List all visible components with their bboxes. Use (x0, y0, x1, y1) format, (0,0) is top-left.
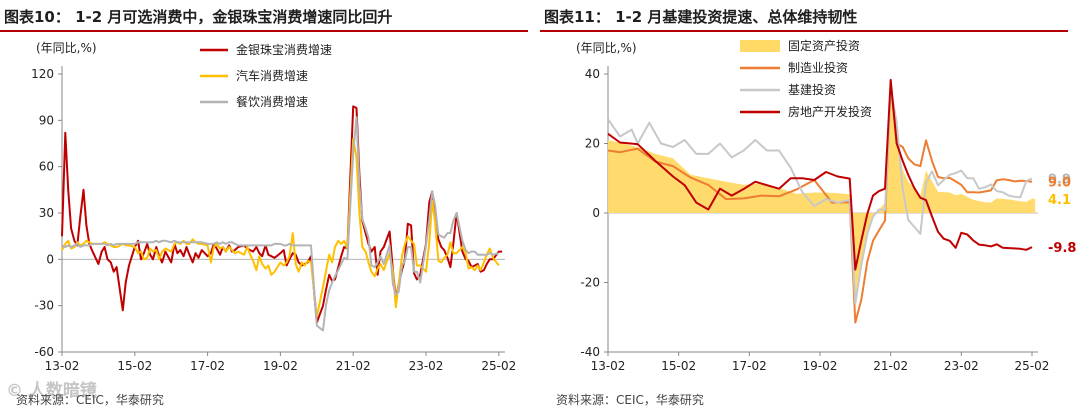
x-tick-label: 15-02 (661, 359, 696, 373)
chart-title-left: 图表10： 1-2 月可选消费中，金银珠宝消费增速同比回升 (4, 8, 393, 26)
legend-label: 汽车消费增速 (236, 68, 308, 83)
chart-title-right: 图表11： 1-2 月基建投资提速、总体维持韧性 (544, 8, 858, 26)
x-tick-label: 13-02 (591, 359, 626, 373)
y-tick-label: 40 (585, 67, 600, 81)
legend-label: 固定资产投资 (788, 38, 860, 53)
y-axis-label: (年同比,%) (36, 41, 97, 55)
series-line-1 (61, 137, 500, 318)
panel-consumption: 图表10： 1-2 月可选消费中，金银珠宝消费增速同比回升 (年同比,%) -60… (0, 8, 528, 407)
y-tick-label: 60 (39, 160, 54, 174)
x-tick-label: 21-02 (336, 359, 371, 373)
legend-label: 房地产开发投资 (788, 104, 872, 119)
end-value-label: 4.1 (1048, 193, 1071, 208)
source-note-right: 资料来源：CEIC，华泰研究 (556, 393, 704, 407)
end-value-label: 9.0 (1048, 176, 1071, 191)
panel-investment: 图表11： 1-2 月基建投资提速、总体维持韧性 (年同比,%) -40 -20 0 2… (540, 0, 1080, 412)
x-tick-label: 25-02 (1015, 359, 1050, 373)
x-tick-label: 25-02 (481, 359, 516, 373)
series-line-2 (61, 116, 500, 332)
x-tick-label: 13-02 (45, 359, 80, 373)
x-tick-label: 17-02 (190, 359, 225, 373)
consumption-chart: (年同比,%) -60 -30 0 30 60 90 120 13-02 15-02 17-02 19… (31, 41, 516, 373)
series-line-3 (607, 78, 1033, 271)
end-value-label: -9.8 (1048, 241, 1076, 256)
y-axis-label: (年同比,%) (576, 41, 637, 55)
legend-label: 餐饮消费增速 (236, 94, 308, 109)
investment-chart: (年同比,%) -40 -20 0 20 40 13-02 15-02 17-02 19-02 21… (576, 38, 1076, 373)
y-tick-label: 20 (585, 137, 600, 151)
y-tick-label: 120 (31, 67, 54, 81)
legend-label: 制造业投资 (788, 60, 848, 75)
y-tick-label: -20 (580, 276, 600, 290)
legend-label: 金银珠宝消费增速 (236, 42, 332, 57)
legend-swatch (740, 40, 780, 52)
y-tick-label: 0 (46, 252, 54, 266)
x-tick-label: 19-02 (263, 359, 298, 373)
title-rule-left (0, 30, 528, 32)
watermark-logo: © 人数暗镜 (6, 381, 97, 401)
x-tick-label: 19-02 (803, 359, 838, 373)
series-line-2 (607, 86, 1033, 305)
x-tick-label: 15-02 (117, 359, 152, 373)
y-tick-label: 90 (39, 113, 54, 127)
series-area-0 (608, 91, 1036, 299)
y-tick-label: -60 (34, 345, 54, 359)
y-tick-label: -40 (580, 345, 600, 359)
x-tick-label: 23-02 (409, 359, 444, 373)
x-tick-label: 23-02 (944, 359, 979, 373)
legend-label: 基建投资 (788, 82, 836, 97)
y-tick-label: 30 (39, 206, 54, 220)
x-tick-label: 17-02 (732, 359, 767, 373)
source-note-left: 资料来源：CEIC，华泰研究 (16, 393, 164, 407)
y-tick-label: 0 (592, 206, 600, 220)
title-rule-right (540, 30, 1068, 32)
x-tick-label: 21-02 (873, 359, 908, 373)
y-tick-label: -30 (34, 299, 54, 313)
end-value-label: 9.9 (1048, 173, 1071, 188)
